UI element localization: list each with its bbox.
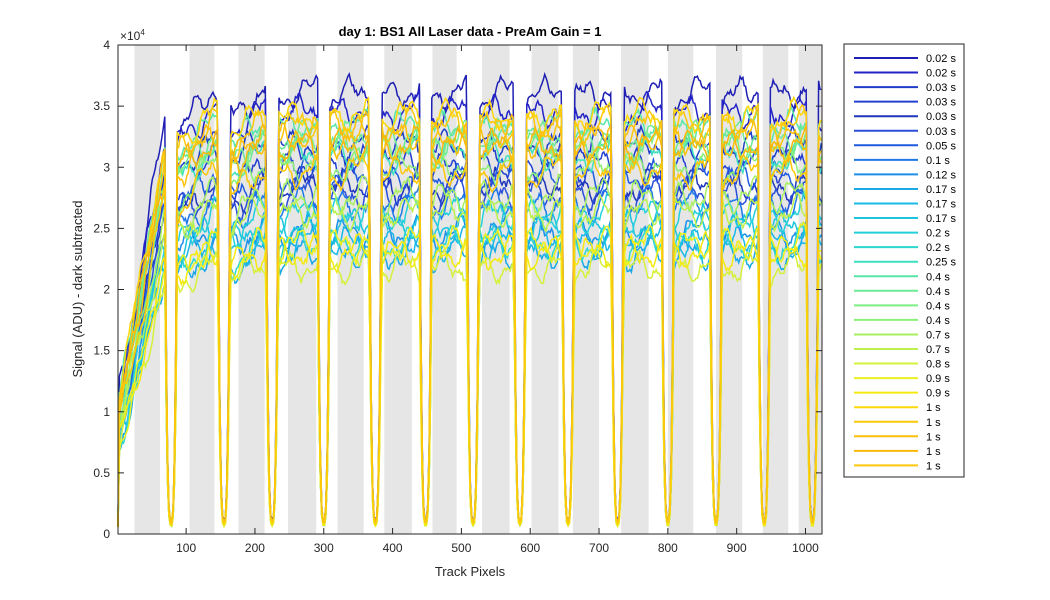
legend-label: 0.17 s — [926, 213, 956, 225]
series-lines — [117, 71, 823, 529]
legend-label: 1 s — [926, 402, 941, 414]
legend-label: 0.03 s — [926, 126, 956, 138]
legend-label: 0.17 s — [926, 184, 956, 196]
legend-label: 0.17 s — [926, 199, 956, 211]
shaded-band — [572, 45, 600, 534]
legend-label: 0.7 s — [926, 344, 950, 356]
legend-label: 0.02 s — [926, 68, 956, 80]
legend-label: 0.4 s — [926, 271, 950, 283]
legend-label: 0.4 s — [926, 300, 950, 312]
legend-label: 0.9 s — [926, 373, 950, 385]
y-tick-label: 3 — [103, 160, 110, 174]
x-tick-label: 200 — [245, 541, 265, 555]
y-tick-label: 3.5 — [93, 99, 110, 113]
legend-label: 0.7 s — [926, 329, 950, 341]
y-tick-label: 1 — [103, 405, 110, 419]
x-tick-label: 1000 — [792, 541, 819, 555]
legend-label: 0.4 s — [926, 315, 950, 327]
x-tick-label: 400 — [383, 541, 403, 555]
y-tick-label: 2.5 — [93, 221, 110, 235]
y-ticks: 0 0.5 1 1.5 2 2.5 3 3.5 4 — [93, 38, 822, 541]
legend-label: 1 s — [926, 460, 941, 472]
y-exponent-label: ×104 — [120, 28, 145, 43]
x-ticks: 100 200 300 400 500 600 700 800 900 1000 — [176, 45, 819, 555]
legend-label: 1 s — [926, 431, 941, 443]
legend-label: 1 s — [926, 446, 941, 458]
legend-label: 0.8 s — [926, 359, 950, 371]
y-exponent-power: 4 — [140, 28, 145, 37]
legend-label: 0.1 s — [926, 155, 950, 167]
legend-label: 0.4 s — [926, 286, 950, 298]
legend-label: 0.05 s — [926, 140, 956, 152]
x-tick-label: 100 — [176, 541, 196, 555]
shaded-band — [432, 45, 457, 534]
legend: 0.02 s 0.02 s 0.03 s 0.03 s 0.03 s 0.03 s 0.05… — [854, 53, 956, 472]
legend-label: 0.03 s — [926, 82, 956, 94]
legend-label: 0.25 s — [926, 257, 956, 269]
y-tick-label: 2 — [103, 283, 110, 297]
x-tick-label: 900 — [727, 541, 747, 555]
legend-label: 0.2 s — [926, 228, 950, 240]
y-axis-label: Signal (ADU) - dark subtracted — [70, 200, 85, 377]
x-tick-label: 300 — [314, 541, 334, 555]
legend-label: 0.9 s — [926, 388, 950, 400]
x-tick-label: 700 — [589, 541, 609, 555]
y-tick-label: 0 — [103, 527, 110, 541]
legend-label: 0.03 s — [926, 111, 956, 123]
chart-title: day 1: BS1 All Laser data - PreAm Gain =… — [339, 24, 602, 39]
x-tick-label: 800 — [658, 541, 678, 555]
x-axis-label: Track Pixels — [435, 564, 506, 579]
legend-label: 0.2 s — [926, 242, 950, 254]
y-tick-label: 0.5 — [93, 466, 110, 480]
x-tick-label: 600 — [520, 541, 540, 555]
x-tick-label: 500 — [451, 541, 471, 555]
legend-label: 0.12 s — [926, 169, 956, 181]
shaded-band — [238, 45, 265, 534]
series-line — [117, 151, 822, 527]
legend-label: 0.02 s — [926, 53, 956, 65]
y-tick-label: 4 — [103, 38, 110, 52]
legend-label: 0.03 s — [926, 97, 956, 109]
y-exponent-base: ×10 — [120, 29, 141, 43]
y-tick-label: 1.5 — [93, 344, 110, 358]
legend-label: 1 s — [926, 417, 941, 429]
